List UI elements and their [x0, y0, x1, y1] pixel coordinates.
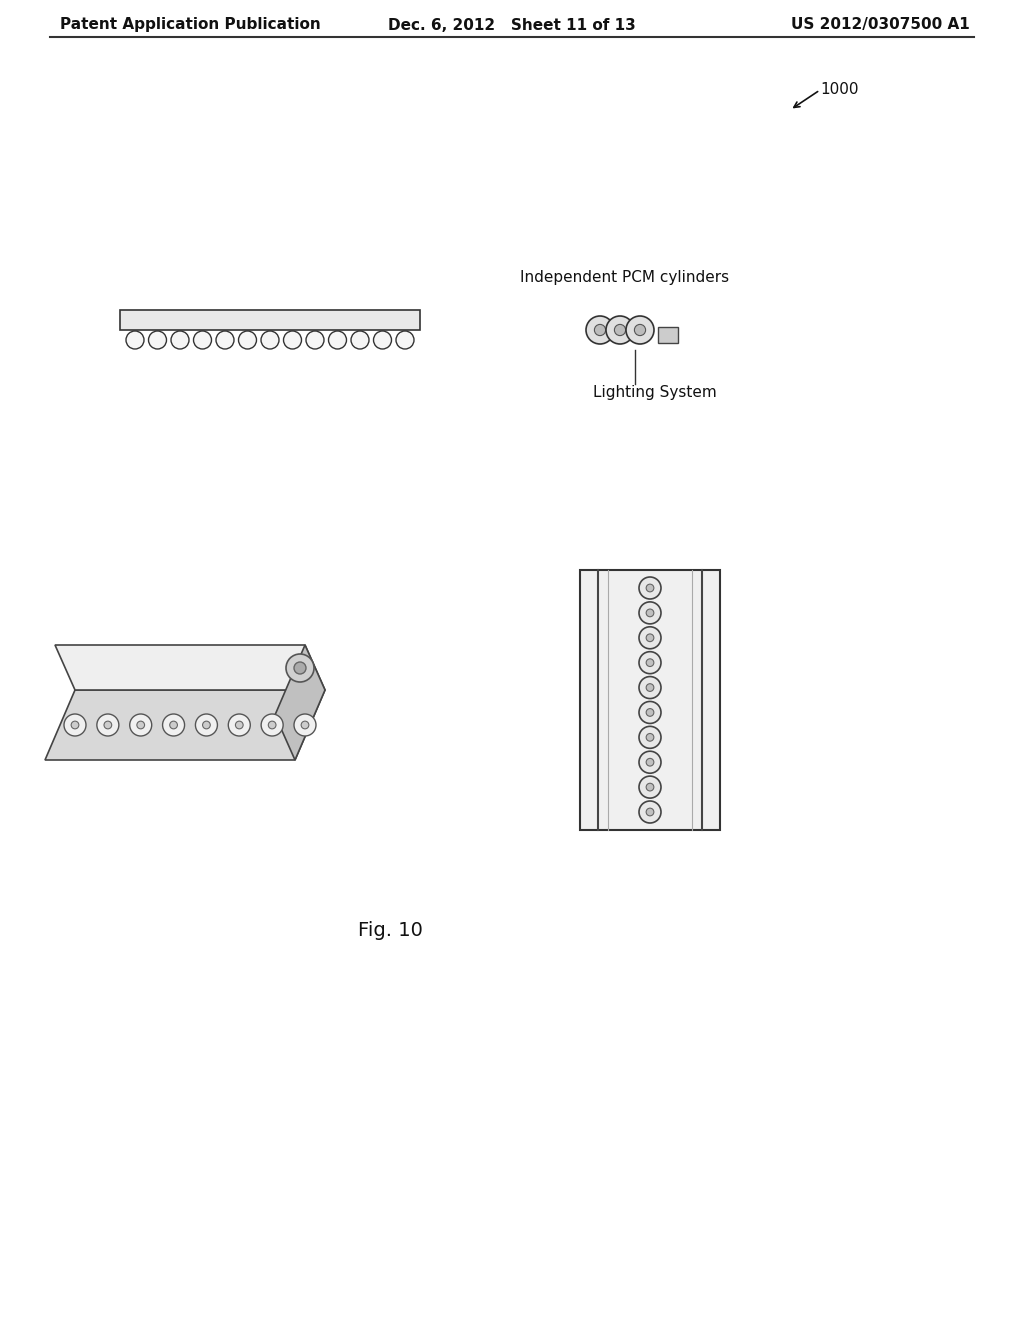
Text: Fig. 10: Fig. 10	[357, 920, 423, 940]
Circle shape	[104, 721, 112, 729]
Circle shape	[97, 714, 119, 737]
Circle shape	[170, 721, 177, 729]
Circle shape	[301, 721, 309, 729]
Text: 1000: 1000	[820, 82, 858, 98]
Circle shape	[294, 663, 306, 675]
Text: Lighting System: Lighting System	[593, 385, 717, 400]
Circle shape	[126, 331, 144, 348]
Circle shape	[586, 315, 614, 345]
Circle shape	[286, 653, 314, 682]
Bar	[120, 310, 420, 330]
Polygon shape	[45, 690, 325, 760]
Circle shape	[639, 776, 662, 799]
Circle shape	[594, 325, 605, 335]
Circle shape	[239, 331, 256, 348]
Circle shape	[646, 734, 654, 742]
Circle shape	[646, 759, 654, 766]
Circle shape	[639, 602, 662, 624]
Circle shape	[635, 325, 645, 335]
Circle shape	[171, 331, 189, 348]
Circle shape	[639, 652, 662, 673]
Text: Patent Application Publication: Patent Application Publication	[60, 17, 321, 33]
Circle shape	[71, 721, 79, 729]
Circle shape	[626, 315, 654, 345]
Bar	[580, 570, 720, 830]
Circle shape	[329, 331, 346, 348]
Circle shape	[130, 714, 152, 737]
Circle shape	[228, 714, 250, 737]
Circle shape	[351, 331, 369, 348]
Circle shape	[306, 331, 324, 348]
Circle shape	[137, 721, 144, 729]
Circle shape	[646, 808, 654, 816]
Circle shape	[639, 726, 662, 748]
Text: Dec. 6, 2012   Sheet 11 of 13: Dec. 6, 2012 Sheet 11 of 13	[388, 17, 636, 33]
Circle shape	[646, 659, 654, 667]
Circle shape	[614, 325, 626, 335]
Circle shape	[268, 721, 276, 729]
Text: Independent PCM cylinders: Independent PCM cylinders	[520, 271, 729, 285]
Circle shape	[236, 721, 243, 729]
Text: US 2012/0307500 A1: US 2012/0307500 A1	[792, 17, 970, 33]
Circle shape	[646, 585, 654, 591]
Circle shape	[639, 751, 662, 774]
Circle shape	[261, 331, 279, 348]
Circle shape	[163, 714, 184, 737]
Circle shape	[374, 331, 391, 348]
Polygon shape	[55, 645, 325, 690]
Circle shape	[646, 684, 654, 692]
Circle shape	[196, 714, 217, 737]
Bar	[658, 327, 678, 343]
Circle shape	[639, 701, 662, 723]
Circle shape	[606, 315, 634, 345]
Circle shape	[639, 627, 662, 648]
Circle shape	[194, 331, 212, 348]
Circle shape	[261, 714, 284, 737]
Circle shape	[646, 783, 654, 791]
Circle shape	[639, 677, 662, 698]
Circle shape	[639, 577, 662, 599]
Circle shape	[203, 721, 210, 729]
Circle shape	[216, 331, 234, 348]
Circle shape	[148, 331, 167, 348]
Circle shape	[294, 714, 316, 737]
Circle shape	[396, 331, 414, 348]
Circle shape	[646, 609, 654, 616]
Circle shape	[646, 634, 654, 642]
Circle shape	[646, 709, 654, 717]
Circle shape	[284, 331, 301, 348]
Polygon shape	[275, 645, 325, 760]
Circle shape	[639, 801, 662, 822]
Circle shape	[63, 714, 86, 737]
